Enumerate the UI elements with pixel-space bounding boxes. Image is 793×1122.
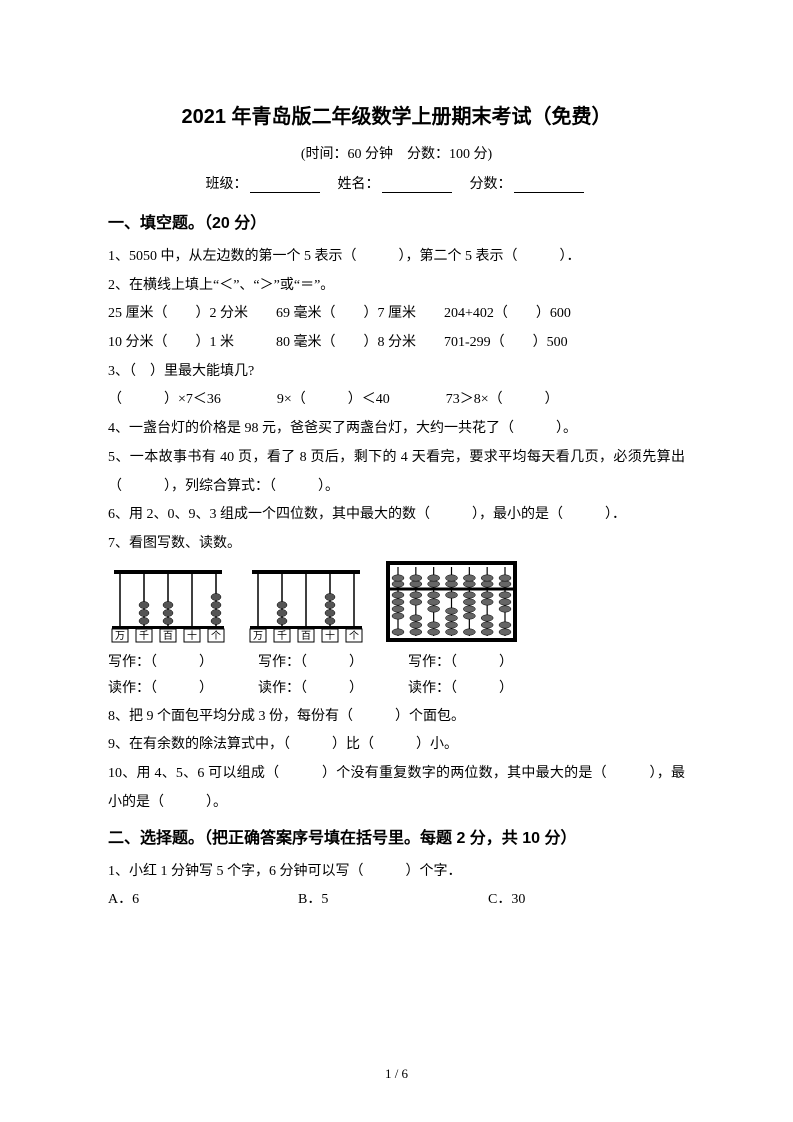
page-number: 1 / 6 <box>0 1066 793 1082</box>
svg-text:万: 万 <box>115 631 125 642</box>
svg-text:个: 个 <box>349 630 359 642</box>
q10: 10、用 4、5、6 可以组成（ ）个没有重复数字的两位数，其中最大的是（ ），… <box>108 760 685 817</box>
info-line: 班级： 姓名： 分数： <box>108 173 685 193</box>
svg-text:十: 十 <box>187 629 197 642</box>
abacus-row: 万千百十个 万千百十个 <box>108 559 685 644</box>
s2-q1: 1、小红 1 分钟写 5 个字，6 分钟可以写（ ）个字． <box>108 858 685 887</box>
write-row: 写作：（ ） 写作：（ ） 写作：（ ） <box>108 650 685 677</box>
svg-text:十: 十 <box>325 629 335 642</box>
read2: 读作：（ ） <box>258 676 408 703</box>
q6: 6、用 2、0、9、3 组成一个四位数，其中最大的数（ ），最小的是（ ）． <box>108 501 685 530</box>
opt-c[interactable]: C．30 <box>488 886 685 914</box>
q2-line1: 25 厘米（ ）2 分米 69 毫米（ ）7 厘米 204+402（ ）600 <box>108 300 685 329</box>
name-label: 姓名： <box>338 177 380 192</box>
q8: 8、把 9 个面包平均分成 3 份，每份有（ ）个面包。 <box>108 703 685 732</box>
svg-text:千: 千 <box>277 630 287 642</box>
q5: 5、一本故事书有 40 页，看了 8 页后，剩下的 4 天看完，要求平均每天看几… <box>108 444 685 501</box>
suanpan-icon <box>384 559 519 644</box>
write1: 写作：（ ） <box>108 650 258 677</box>
class-blank[interactable] <box>250 177 320 193</box>
q9: 9、在有余数的除法算式中，（ ）比（ ）小。 <box>108 731 685 760</box>
s2-q1-opts: A．6 B．5 C．30 <box>108 886 685 914</box>
class-label: 班级： <box>206 177 248 192</box>
write3: 写作：（ ） <box>408 650 558 677</box>
read-row: 读作：（ ） 读作：（ ） 读作：（ ） <box>108 676 685 703</box>
section2-head: 二、选择题。（把正确答案序号填在括号里。每题 2 分，共 10 分） <box>108 824 685 848</box>
opt-a[interactable]: A．6 <box>108 886 298 914</box>
page-subtitle: (时间：60 分钟 分数：100 分) <box>108 143 685 163</box>
svg-text:万: 万 <box>253 631 263 642</box>
score-label: 分数： <box>470 177 512 192</box>
read1: 读作：（ ） <box>108 676 258 703</box>
q3-line1: （ ）×7＜36 9×（ ）＜40 73＞8×（ ） <box>108 386 685 415</box>
q1: 1、5050 中，从左边数的第一个 5 表示（ ），第二个 5 表示（ ）． <box>108 243 685 272</box>
opt-b[interactable]: B．5 <box>298 886 488 914</box>
abacus1-icon: 万千百十个 <box>108 564 228 644</box>
section1-head: 一、填空题。（20 分） <box>108 209 685 233</box>
svg-text:千: 千 <box>139 630 149 642</box>
read3: 读作：（ ） <box>408 676 558 703</box>
write2: 写作：（ ） <box>258 650 408 677</box>
q2-line2: 10 分米（ ）1 米 80 毫米（ ）8 分米 701-299（ ）500 <box>108 329 685 358</box>
q7-intro: 7、看图写数、读数。 <box>108 530 685 559</box>
q4: 4、一盏台灯的价格是 98 元，爸爸买了两盏台灯，大约一共花了（ ）。 <box>108 415 685 444</box>
svg-text:个: 个 <box>211 630 221 642</box>
q3-intro: 3、（ ）里最大能填几? <box>108 358 685 387</box>
score-blank[interactable] <box>514 177 584 193</box>
abacus2-icon: 万千百十个 <box>246 564 366 644</box>
q2-intro: 2、在横线上填上“＜”、“＞”或“＝”。 <box>108 272 685 301</box>
name-blank[interactable] <box>382 177 452 193</box>
svg-text:百: 百 <box>301 630 311 642</box>
page-title: 2021 年青岛版二年级数学上册期末考试（免费） <box>108 100 685 129</box>
svg-text:百: 百 <box>163 630 173 642</box>
